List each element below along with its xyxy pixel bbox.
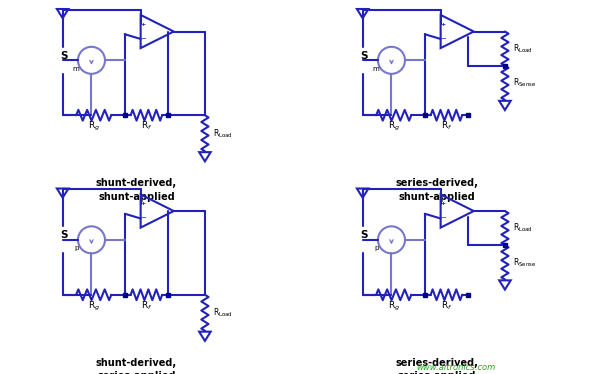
Text: R$_g$: R$_g$ bbox=[388, 300, 400, 313]
Text: shunt-derived,
shunt-applied: shunt-derived, shunt-applied bbox=[96, 178, 177, 202]
Text: shunt-derived,
series-applied: shunt-derived, series-applied bbox=[96, 358, 177, 374]
Text: R$_{\rm Load}$: R$_{\rm Load}$ bbox=[213, 307, 233, 319]
Text: R$_g$: R$_g$ bbox=[88, 300, 100, 313]
Text: R$_{\rm Load}$: R$_{\rm Load}$ bbox=[213, 127, 233, 140]
Text: R$_f$: R$_f$ bbox=[141, 299, 152, 312]
Text: +: + bbox=[441, 201, 446, 206]
Text: www.aitronics.com: www.aitronics.com bbox=[416, 363, 496, 372]
Text: S: S bbox=[61, 51, 68, 61]
Text: −: − bbox=[440, 36, 446, 42]
Text: +: + bbox=[141, 201, 146, 206]
Text: S: S bbox=[61, 230, 68, 240]
Text: p: p bbox=[374, 245, 379, 251]
Text: S: S bbox=[361, 51, 368, 61]
Text: R$_f$: R$_f$ bbox=[441, 120, 452, 132]
Text: +: + bbox=[441, 22, 446, 27]
Text: R$_g$: R$_g$ bbox=[388, 120, 400, 133]
Text: R$_f$: R$_f$ bbox=[441, 299, 452, 312]
Text: R$_{\rm Sense}$: R$_{\rm Sense}$ bbox=[513, 77, 536, 89]
Text: R$_{\rm Sense}$: R$_{\rm Sense}$ bbox=[513, 256, 536, 269]
Text: R$_{\rm Load}$: R$_{\rm Load}$ bbox=[513, 222, 533, 234]
Text: S: S bbox=[361, 230, 368, 240]
Text: +: + bbox=[141, 22, 146, 27]
Text: −: − bbox=[140, 36, 146, 42]
Text: R$_f$: R$_f$ bbox=[141, 120, 152, 132]
Text: p: p bbox=[74, 245, 79, 251]
Text: m: m bbox=[373, 66, 380, 72]
Text: series-derived,
series-applied: series-derived, series-applied bbox=[395, 358, 478, 374]
Text: −: − bbox=[440, 215, 446, 221]
Text: m: m bbox=[73, 66, 80, 72]
Text: series-derived,
shunt-applied: series-derived, shunt-applied bbox=[395, 178, 478, 202]
Text: −: − bbox=[140, 215, 146, 221]
Text: R$_g$: R$_g$ bbox=[88, 120, 100, 133]
Text: R$_{\rm Load}$: R$_{\rm Load}$ bbox=[513, 42, 533, 55]
